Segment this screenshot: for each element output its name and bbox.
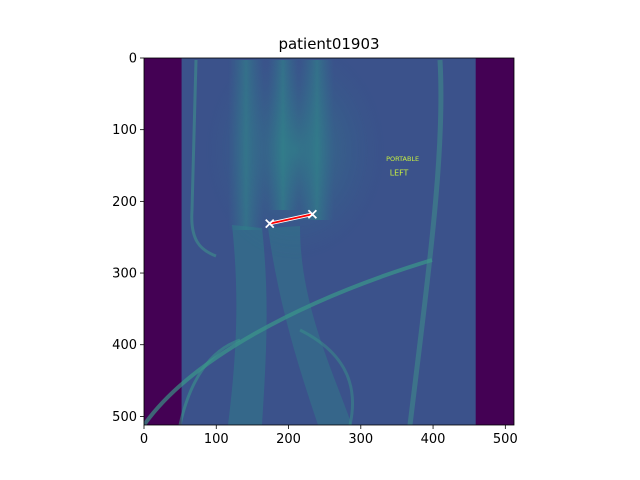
x-tick-label: 300 — [348, 432, 373, 447]
y-tick-label: 300 — [112, 267, 137, 282]
image-text-left: LEFT — [390, 168, 409, 177]
x-tick-label: 0 — [140, 432, 148, 447]
image-text-portable: PORTABLE — [386, 155, 419, 163]
y-tick-label: 100 — [112, 123, 137, 138]
measurement-point-1 — [265, 218, 275, 229]
x-tick-label: 400 — [421, 432, 446, 447]
x-tick-label: 100 — [204, 432, 229, 447]
x-tick-label: 500 — [493, 432, 518, 447]
y-tick-label: 200 — [112, 195, 137, 210]
xray-image: PORTABLE LEFT — [144, 58, 514, 425]
y-tick-label: 400 — [112, 338, 137, 353]
y-tick-label: 0 — [129, 52, 137, 67]
x-tick-label: 200 — [276, 432, 301, 447]
anatomy-shading — [144, 58, 444, 425]
x-axis: 0 100 200 300 400 500 — [140, 425, 518, 447]
measurement-line — [269, 213, 313, 225]
measurement — [265, 209, 318, 229]
measurement-point-2 — [307, 209, 318, 219]
plot-frame — [143, 57, 515, 426]
padding-left — [144, 58, 182, 425]
image-text-group: PORTABLE LEFT — [386, 155, 419, 178]
y-tick-label: 500 — [112, 410, 137, 425]
padding-right — [475, 58, 514, 425]
chart-title: patient01903 — [278, 35, 379, 53]
y-axis: 0 100 200 300 400 500 — [112, 52, 144, 425]
